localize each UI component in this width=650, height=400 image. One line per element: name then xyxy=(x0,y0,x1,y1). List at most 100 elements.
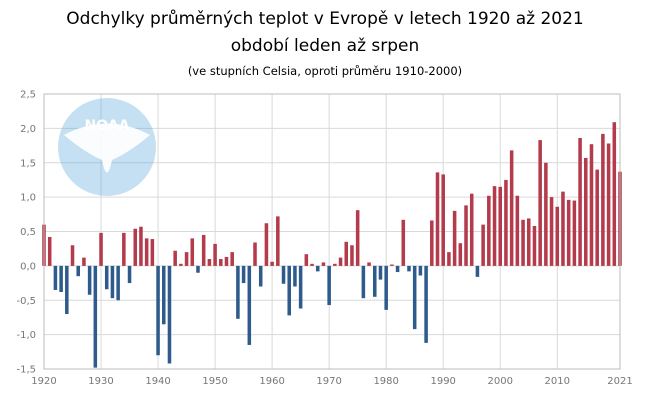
bar xyxy=(104,265,109,290)
x-tick-label: 1960 xyxy=(259,376,284,387)
bar xyxy=(156,265,160,356)
bar xyxy=(253,242,257,266)
bar xyxy=(407,265,411,272)
bar xyxy=(219,259,223,266)
chart-subtitle: období leden až srpen xyxy=(230,36,420,56)
x-tick-label: 1990 xyxy=(430,376,455,387)
bar xyxy=(526,218,531,266)
bar xyxy=(122,232,126,266)
noaa-logo: NOAA xyxy=(58,98,156,196)
bar xyxy=(350,245,354,266)
bar xyxy=(487,195,491,266)
bar xyxy=(378,265,383,280)
bar xyxy=(515,195,520,266)
bar xyxy=(281,265,286,284)
bar xyxy=(310,263,314,266)
bar xyxy=(595,169,599,266)
bar xyxy=(236,265,240,319)
bar xyxy=(355,210,360,266)
bar xyxy=(606,143,611,266)
bar xyxy=(93,265,98,368)
bar xyxy=(144,238,149,266)
bar xyxy=(544,162,548,266)
bar xyxy=(561,191,565,266)
plot-frame xyxy=(43,93,621,370)
bar xyxy=(230,252,234,266)
bar xyxy=(133,228,138,266)
bar xyxy=(99,232,103,266)
bar xyxy=(241,265,246,284)
bar xyxy=(555,206,560,266)
bar xyxy=(247,265,252,345)
bar xyxy=(395,265,400,273)
bar xyxy=(173,250,177,266)
bar xyxy=(207,259,212,266)
y-tick-label: 2,0 xyxy=(20,124,36,135)
bar xyxy=(179,263,183,266)
bar xyxy=(521,219,525,266)
bar xyxy=(532,226,537,266)
bar xyxy=(458,243,463,266)
bar xyxy=(70,245,75,266)
bar xyxy=(161,265,166,325)
bar xyxy=(373,265,377,297)
bar xyxy=(401,219,406,266)
bar xyxy=(139,226,143,266)
y-tick-label: -1,0 xyxy=(16,330,36,341)
bar xyxy=(441,174,445,266)
bar xyxy=(464,205,468,266)
x-tick-label: 1920 xyxy=(31,376,56,387)
bar xyxy=(601,133,605,266)
y-tick-label: 1,0 xyxy=(20,193,36,204)
y-tick-label: 1,5 xyxy=(20,158,36,169)
x-tick-label: 2021 xyxy=(607,376,632,387)
bar xyxy=(315,265,320,272)
bar xyxy=(344,241,349,266)
axes xyxy=(43,93,621,370)
x-tick-label: 1980 xyxy=(373,376,398,387)
bar xyxy=(59,265,63,292)
x-tick-label: 1940 xyxy=(145,376,170,387)
bar xyxy=(361,265,366,299)
x-tick-label: 1930 xyxy=(88,376,113,387)
bar xyxy=(264,223,269,266)
y-tick-label: -1,5 xyxy=(16,365,36,376)
bar xyxy=(481,224,485,266)
bar xyxy=(321,262,326,266)
chart-note: (ve stupních Celsia, oproti průměru 1910… xyxy=(187,64,463,78)
bar xyxy=(452,210,457,266)
x-axis-ticks: 1920 1930 1940 1950 1960 1970 1980 1990 2000 2010… xyxy=(31,376,632,387)
chart-title: Odchylky průměrných teplot v Evropě v le… xyxy=(66,9,584,29)
y-tick-label: -0,5 xyxy=(16,296,36,307)
bar xyxy=(578,138,582,266)
bars xyxy=(42,122,622,368)
bar xyxy=(110,265,115,299)
bar xyxy=(612,122,617,266)
bar xyxy=(127,265,132,284)
y-tick-label: 2,5 xyxy=(20,90,36,101)
bar xyxy=(418,265,423,276)
bar xyxy=(447,252,451,266)
bar xyxy=(87,265,92,295)
bar xyxy=(213,243,217,266)
bar xyxy=(572,200,577,266)
bar xyxy=(566,199,571,266)
bar xyxy=(82,257,86,266)
bar xyxy=(304,254,309,266)
bar xyxy=(504,179,508,266)
y-tick-label: 0,0 xyxy=(20,261,36,272)
bar xyxy=(270,261,274,266)
bar xyxy=(258,265,263,287)
x-tick-label: 1970 xyxy=(316,376,341,387)
bar xyxy=(116,265,120,301)
bar xyxy=(475,265,480,277)
bar xyxy=(492,186,497,266)
bar xyxy=(424,265,428,343)
bar xyxy=(276,216,280,266)
bar xyxy=(201,234,206,266)
x-tick-label: 2010 xyxy=(545,376,570,387)
bar xyxy=(298,265,303,309)
bar xyxy=(76,265,80,277)
bar xyxy=(384,265,388,310)
